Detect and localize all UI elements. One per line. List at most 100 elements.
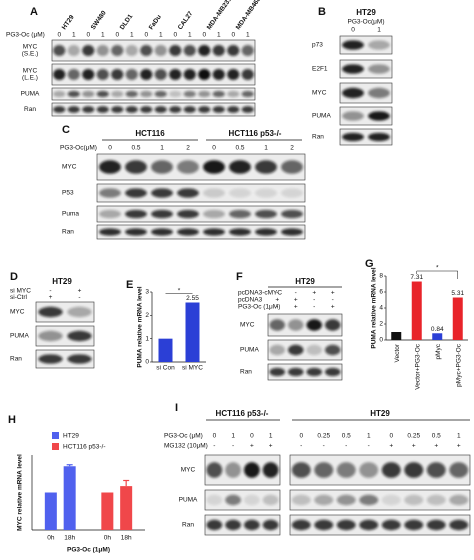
dose: 2 [290,145,294,152]
x-axis-label: PG3-Oc (1μM) [67,547,110,554]
panel-label: D [10,271,18,283]
blot [96,205,306,223]
blot [267,313,343,337]
band [96,69,109,80]
blot-label: Ran [182,522,194,529]
dose: + [389,443,393,450]
band [229,228,251,236]
band [244,462,260,478]
band [281,228,303,236]
dose: 1 [130,32,134,39]
cell-line: MDA-MB468 [235,0,263,31]
band [99,188,121,198]
dose: - [213,443,215,450]
bar [452,297,463,340]
panel-label: A [30,6,38,18]
band [449,494,469,506]
legend-label: HCT116 p53-/- [63,444,106,451]
band [67,45,80,56]
bar [120,486,133,530]
band [244,519,260,531]
dose: + [412,443,416,450]
band [449,462,469,478]
value-label: 5.31 [451,290,464,297]
panel-label: H [8,414,16,426]
blot-label: PUMA [179,497,198,504]
dose: 1 [457,433,461,440]
x-tick-label: pMyc+PG3-Oc [455,343,462,387]
cell-line: CAL27 [177,10,195,31]
band [262,494,279,506]
cell-line: MDA-MB231 [206,0,234,31]
band [82,69,95,80]
band [203,160,225,174]
band [306,344,323,356]
dose: 0 [57,32,61,39]
dose: 0.25 [407,433,420,440]
band [125,90,138,98]
band [314,494,334,506]
band [269,367,286,377]
dose: + [250,443,254,450]
y-tick-label: 3 [145,289,149,296]
band [111,106,124,113]
band [255,209,277,219]
panel-label: E [126,279,133,291]
sign: + [275,297,279,304]
legend-label: HT29 [63,433,79,440]
cell-line: HT29 [61,14,76,31]
blot-label: Ran [24,106,36,113]
blot [96,183,306,203]
blot-label: PUMA [21,91,40,98]
band [359,494,379,506]
band [241,45,254,56]
band [269,344,286,356]
panel-title: HT29 [52,277,72,286]
y-tick-label: 4 [379,305,383,312]
bar [185,302,200,362]
sign: - [295,290,297,297]
dose: 1 [160,145,164,152]
band [53,106,66,113]
sign: - [49,288,51,295]
dose: 0 [212,145,216,152]
band [111,69,124,80]
band [229,160,251,174]
blot [204,514,281,536]
blot-label: (L.E.) [22,75,38,82]
band [169,106,182,113]
dose: 1 [269,433,273,440]
band [291,494,311,506]
bar [411,281,422,340]
blot-label: MYC [312,90,327,97]
dose: - [345,443,347,450]
band [177,160,199,174]
value-label: 2.55 [186,295,199,302]
band [206,519,223,531]
band [169,45,182,56]
band [227,69,240,80]
band [381,519,401,531]
band [206,462,223,478]
band [291,519,311,531]
panel-title: HT29 [356,8,376,17]
band [154,69,167,80]
band [154,90,167,98]
group-label: HCT116 p53-/- [229,129,282,138]
dose: - [368,443,370,450]
band [99,228,121,236]
band [241,69,254,80]
band [183,106,196,113]
blot-label: Ran [62,229,74,236]
band [255,160,277,174]
dose: 0 [213,433,217,440]
blot-label: PUMA [10,333,29,340]
band [255,228,277,236]
dose: 0.5 [235,145,244,152]
band [111,90,124,98]
blot-label: MYC [62,164,77,171]
dose: 1 [367,433,371,440]
band [67,354,92,364]
band [368,111,390,121]
band [314,519,334,531]
